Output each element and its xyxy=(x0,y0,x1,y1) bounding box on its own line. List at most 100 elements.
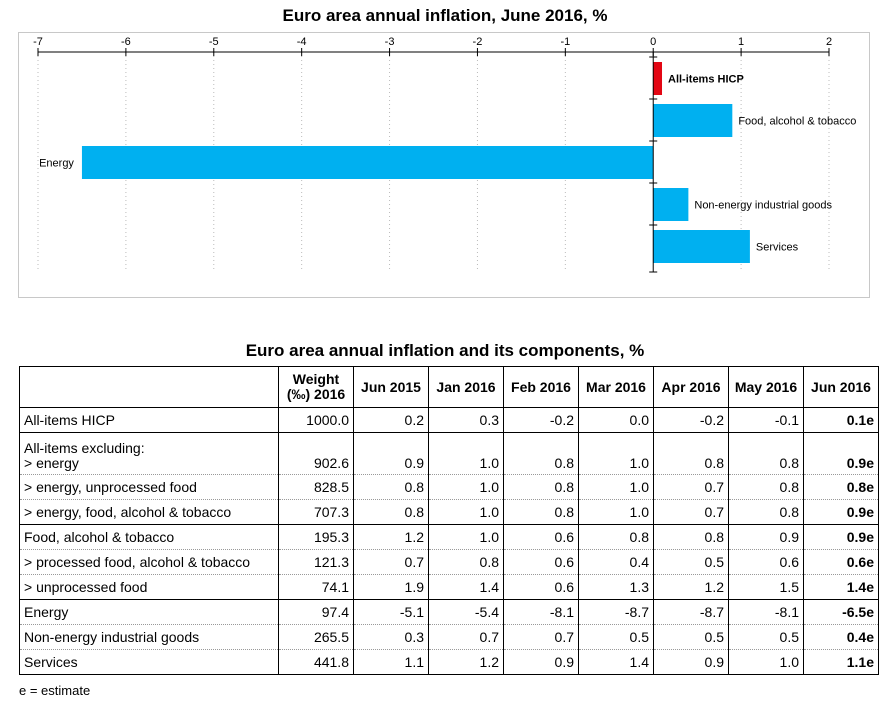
category-label: Non-energy industrial goods xyxy=(694,200,832,212)
components-table: Weight (‰) 2016 Jun 2015 Jan 2016 Feb 20… xyxy=(19,366,879,675)
value-cell: 0.3 xyxy=(353,624,429,650)
weight-cell: 1000.0 xyxy=(278,407,354,433)
value-cell: 1.9 xyxy=(353,574,429,600)
value-cell: 0.8 xyxy=(503,499,579,525)
table-row: Food, alcohol & tobacco 195.3 1.2 1.0 0.6 0.8… xyxy=(19,524,879,550)
value-cell: 0.0 xyxy=(578,407,654,433)
value-cell: 1.0 xyxy=(428,524,504,550)
value-cell: 0.6 xyxy=(503,574,579,600)
bar xyxy=(653,62,663,95)
value-cell: 0.9e xyxy=(803,432,879,475)
row-label-text: Energy xyxy=(24,603,69,620)
value-cell: 0.8 xyxy=(503,432,579,475)
value-cell: 1.5 xyxy=(728,574,804,600)
bar xyxy=(653,230,750,263)
value-cell: 1.0 xyxy=(728,649,804,675)
value-cell: 0.2 xyxy=(353,407,429,433)
value-cell: 0.7 xyxy=(428,624,504,650)
category-label: Food, alcohol & tobacco xyxy=(738,116,856,128)
table-row: Non-energy industrial goods 265.5 0.3 0.7 0.… xyxy=(19,624,879,650)
value-cell: 0.7 xyxy=(653,474,729,500)
tick-label: 0 xyxy=(650,36,656,48)
value-cell: 0.9 xyxy=(653,649,729,675)
value-cell: 1.1 xyxy=(353,649,429,675)
value-cell: 1.2 xyxy=(428,649,504,675)
row-label-text: > energy, unprocessed food xyxy=(24,478,197,495)
value-cell: 1.0 xyxy=(578,499,654,525)
tick-label: -2 xyxy=(473,36,483,48)
value-cell: 0.8 xyxy=(428,549,504,575)
header-col: Jan 2016 xyxy=(428,366,504,408)
tick-label: -1 xyxy=(560,36,570,48)
tick-label: 2 xyxy=(826,36,832,48)
row-label-text: Services xyxy=(24,653,78,670)
row-label: > unprocessed food xyxy=(19,574,279,600)
value-cell: 0.5 xyxy=(653,624,729,650)
value-cell: 1.4 xyxy=(428,574,504,600)
weight-cell: 97.4 xyxy=(278,599,354,625)
value-cell: 1.4e xyxy=(803,574,879,600)
value-cell: 0.8 xyxy=(353,499,429,525)
header-col: Feb 2016 xyxy=(503,366,579,408)
value-cell: 0.9 xyxy=(353,432,429,475)
table-header-row: Weight (‰) 2016 Jun 2015 Jan 2016 Feb 20… xyxy=(19,366,879,408)
row-label: Food, alcohol & tobacco xyxy=(19,524,279,550)
value-cell: -8.7 xyxy=(653,599,729,625)
row-label: All-items HICP xyxy=(19,407,279,433)
value-cell: 0.8 xyxy=(728,432,804,475)
value-cell: 1.0 xyxy=(578,474,654,500)
header-weight-line1: Weight xyxy=(292,371,340,387)
value-cell: 0.6 xyxy=(503,524,579,550)
value-cell: 1.0 xyxy=(578,432,654,475)
row-label-text: All-items HICP xyxy=(24,411,116,428)
value-cell: 1.4 xyxy=(578,649,654,675)
table-row: > energy, food, alcohol & tobacco 707.3 0.… xyxy=(19,499,879,525)
value-cell: 0.9e xyxy=(803,524,879,550)
weight-cell: 707.3 xyxy=(278,499,354,525)
value-cell: 0.8 xyxy=(653,432,729,475)
inflation-bar-chart: -7 -6 -5 -4 -3 -2 -1 0 1 2 All-items HICP Food, alc… xyxy=(33,36,856,273)
tick-label: -7 xyxy=(33,36,43,48)
value-cell: 0.8 xyxy=(728,474,804,500)
row-label: Energy xyxy=(19,599,279,625)
value-cell: 0.8e xyxy=(803,474,879,500)
row-label-text: > unprocessed food xyxy=(24,578,148,595)
bar xyxy=(653,188,689,221)
chart-title: Euro area annual inflation, June 2016, % xyxy=(282,6,608,25)
category-label: Services xyxy=(756,242,799,254)
tick-label: -5 xyxy=(209,36,219,48)
header-col: May 2016 xyxy=(728,366,804,408)
value-cell: 1.2 xyxy=(353,524,429,550)
value-cell: -5.4 xyxy=(428,599,504,625)
value-cell: 0.5 xyxy=(653,549,729,575)
value-cell: -0.2 xyxy=(653,407,729,433)
weight-cell: 828.5 xyxy=(278,474,354,500)
tick-label: -6 xyxy=(121,36,131,48)
row-label: > energy, food, alcohol & tobacco xyxy=(19,499,279,525)
value-cell: 0.9 xyxy=(503,649,579,675)
value-cell: -8.1 xyxy=(503,599,579,625)
header-col: Jun 2015 xyxy=(353,366,429,408)
row-label-text: Non-energy industrial goods xyxy=(24,628,200,645)
value-cell: -8.7 xyxy=(578,599,654,625)
row-label-text: > processed food, alcohol & tobacco xyxy=(24,553,251,570)
table-row: > energy, unprocessed food 828.5 0.8 1.0 0.8… xyxy=(19,474,879,500)
value-cell: -8.1 xyxy=(728,599,804,625)
value-cell: 0.8 xyxy=(578,524,654,550)
value-cell: 0.8 xyxy=(353,474,429,500)
value-cell: 1.2 xyxy=(653,574,729,600)
weight-cell: 74.1 xyxy=(278,574,354,600)
value-cell: 1.1e xyxy=(803,649,879,675)
weight-cell: 265.5 xyxy=(278,624,354,650)
table-row: All-items excluding: > energy 902.6 0.9 1.0 0… xyxy=(19,432,879,475)
row-label-text: > energy xyxy=(24,455,79,471)
table-row: Energy 97.4 -5.1 -5.4 -8.1 -8.7 -8.7 -8.1 -6.5e xyxy=(19,599,879,625)
value-cell: 0.7 xyxy=(353,549,429,575)
value-cell: 0.6 xyxy=(728,549,804,575)
value-cell: 0.9 xyxy=(728,524,804,550)
value-cell: 1.3 xyxy=(578,574,654,600)
weight-cell: 441.8 xyxy=(278,649,354,675)
value-cell: 0.5 xyxy=(728,624,804,650)
value-cell: 0.7 xyxy=(653,499,729,525)
weight-cell: 195.3 xyxy=(278,524,354,550)
